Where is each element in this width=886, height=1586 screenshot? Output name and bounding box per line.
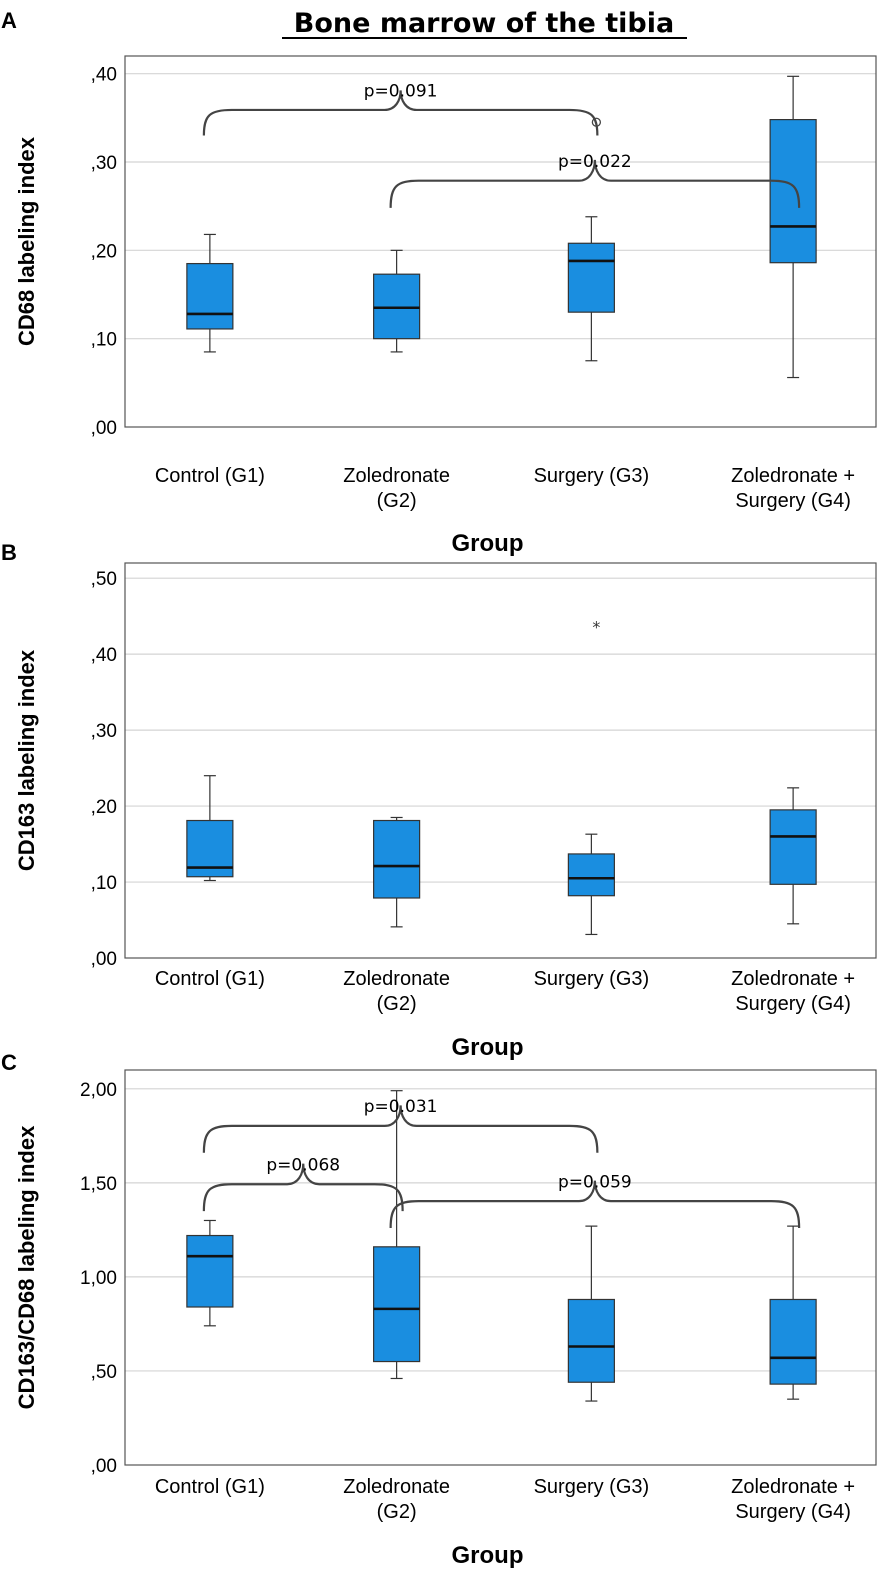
plot-frame [124, 1069, 877, 1466]
y-axis-label: CD163/CD68 labeling index [14, 1125, 39, 1409]
box-group-3 [769, 787, 817, 925]
category-label-3-0: Zoledronate + [731, 1476, 855, 1498]
x-axis-label: Group [452, 1542, 524, 1569]
box-group-0 [186, 775, 234, 882]
y-tick-label-4: ,40 [91, 645, 117, 666]
panel-A: A ,00 ,10 ,20 ,30 ,40 CD68 labeling index Group… [1, 8, 877, 557]
y-tick-label-2: ,20 [91, 797, 117, 818]
box-group-2 [567, 1225, 615, 1402]
category-label-0-0: Control (G1) [155, 968, 265, 990]
category-label-1-1: (G2) [377, 1501, 417, 1523]
p-value-label-1: p=0.068 [266, 1156, 340, 1176]
y-tick-label-5: ,50 [91, 569, 117, 590]
panel-letter-B: B [1, 540, 17, 565]
y-axis-label: CD68 labeling index [14, 136, 39, 346]
panel-letter-C: C [1, 1050, 17, 1075]
box-1 [373, 1246, 421, 1363]
box-group-1 [373, 249, 421, 353]
box-3 [769, 118, 817, 264]
y-tick-label-0: ,00 [91, 949, 117, 970]
box-0 [186, 1234, 234, 1308]
y-tick-label-0: ,00 [91, 1456, 117, 1477]
category-label-0-0: Control (G1) [155, 1476, 265, 1498]
y-tick-label-4: ,40 [91, 65, 117, 86]
box-group-0 [186, 233, 234, 353]
box-group-1 [373, 816, 421, 928]
figure-title: Bone marrow of the tibia [294, 8, 674, 39]
p-value-label-2: p=0.059 [558, 1172, 632, 1192]
panel-B: B ,00 ,10 ,20 ,30 ,40 ,50 CD163 labeling index G… [1, 540, 877, 1061]
category-label-1-1: (G2) [377, 993, 417, 1015]
category-label-3-0: Zoledronate + [731, 968, 855, 990]
box-group-3 [769, 1225, 817, 1400]
y-tick-label-1: ,50 [91, 1362, 117, 1383]
plot-frame [124, 55, 877, 428]
box-3 [769, 1298, 817, 1385]
box-group-3 [769, 75, 817, 379]
box-1 [373, 819, 421, 899]
x-axis-label: Group [452, 1034, 524, 1061]
y-tick-label-0: ,00 [91, 418, 117, 439]
box-group-2 [567, 833, 615, 936]
box-group-1 [373, 1090, 421, 1380]
p-value-label-0: p=0.091 [364, 81, 438, 101]
box-group-0 [186, 1219, 234, 1327]
y-tick-label-4: 2,00 [80, 1080, 117, 1101]
y-tick-label-2: ,20 [91, 241, 117, 262]
x-axis-label: Group [452, 530, 524, 557]
category-label-3-0: Zoledronate + [731, 465, 855, 487]
outlier-star-0: * [592, 617, 600, 636]
box-3 [769, 809, 817, 885]
category-label-2-0: Surgery (G3) [534, 968, 650, 990]
comparison-brace-0 [202, 90, 599, 136]
y-tick-label-1: ,10 [91, 330, 117, 351]
y-tick-label-2: 1,00 [80, 1268, 117, 1289]
category-label-3-1: Surgery (G4) [735, 490, 851, 512]
y-tick-label-3: 1,50 [80, 1174, 117, 1195]
panel-C: C ,00 ,50 1,00 1,50 2,00 CD163/CD68 labeling i… [1, 1050, 877, 1569]
category-label-2-0: Surgery (G3) [534, 1476, 650, 1498]
box-1 [373, 273, 421, 340]
category-label-3-1: Surgery (G4) [735, 1501, 851, 1523]
box-0 [186, 262, 234, 330]
box-group-2 [567, 216, 615, 362]
category-label-3-1: Surgery (G4) [735, 993, 851, 1015]
y-tick-label-3: ,30 [91, 721, 117, 742]
category-label-1-1: (G2) [377, 490, 417, 512]
category-label-2-0: Surgery (G3) [534, 465, 650, 487]
y-axis-label: CD163 labeling index [14, 649, 39, 871]
box-2 [567, 1298, 615, 1383]
category-label-0-0: Control (G1) [155, 465, 265, 487]
comparison-brace-1 [389, 159, 801, 208]
plot-frame [124, 562, 877, 959]
box-2 [567, 242, 615, 313]
p-value-label-1: p=0.022 [558, 152, 632, 172]
y-tick-label-3: ,30 [91, 153, 117, 174]
category-label-1-0: Zoledronate [343, 465, 450, 487]
box-2 [567, 853, 615, 897]
p-value-label-0: p=0.031 [364, 1097, 438, 1117]
panels: A ,00 ,10 ,20 ,30 ,40 CD68 labeling index Group… [1, 8, 877, 1569]
y-tick-label-1: ,10 [91, 873, 117, 894]
category-label-1-0: Zoledronate [343, 968, 450, 990]
panel-letter-A: A [1, 8, 17, 33]
category-label-1-0: Zoledronate [343, 1476, 450, 1498]
